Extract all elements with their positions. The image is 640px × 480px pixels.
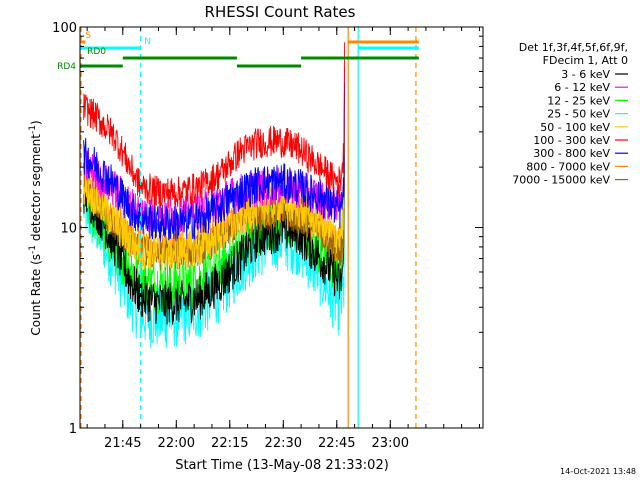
legend-header-0: Det 1f,3f,4f,5f,6f,9f, (519, 41, 628, 54)
series-line-4 (83, 102, 346, 271)
x-tick-label-4: 22:45 (318, 436, 355, 451)
timestamp: 14-Oct-2021 13:48 (560, 467, 636, 476)
legend-entry-label-8: 7000 - 15000 keV (512, 174, 610, 187)
chart-title: RHESSI Count Rates (205, 3, 356, 21)
legend-entry-label-2: 12 - 25 keV (547, 94, 610, 107)
flag-label-0: S (85, 31, 91, 41)
legend: Det 1f,3f,4f,5f,6f,9f,FDecim 1, Att 03 -… (512, 41, 628, 187)
series-line-6 (83, 83, 346, 242)
series-line-0 (83, 149, 346, 325)
legend-entry-label-5: 100 - 300 keV (533, 134, 610, 147)
x-tick-label-1: 22:00 (158, 436, 195, 451)
flag-label-1: N (144, 37, 151, 47)
legend-entry-label-6: 300 - 800 keV (533, 147, 610, 160)
legend-entry-label-1: 6 - 12 keV (554, 81, 610, 94)
legend-entry-label-0: 3 - 6 keV (561, 68, 610, 81)
legend-entry-label-4: 50 - 100 keV (540, 121, 610, 134)
legend-header-1: FDecim 1, Att 0 (543, 54, 628, 67)
legend-entry-label-3: 25 - 50 keV (547, 108, 610, 121)
flag-label-3: RD4 (57, 62, 76, 72)
flag-label-2: RD0 (87, 47, 106, 57)
x-tick-label-5: 23:00 (372, 436, 409, 451)
x-tick-label-2: 22:15 (211, 436, 248, 451)
x-tick-label-0: 21:45 (104, 436, 141, 451)
y-tick-label-1: 10 (60, 222, 77, 237)
y-tick-label-2: 100 (52, 21, 77, 36)
x-tick-label-3: 22:30 (265, 436, 302, 451)
legend-entry-label-7: 800 - 7000 keV (526, 160, 610, 173)
series-line-5 (83, 42, 346, 209)
y-axis-label: Count Rate (s-1 detector segment-1) (28, 120, 43, 335)
x-axis-label: Start Time (13-May-08 21:33:02) (175, 458, 389, 473)
y-tick-label-0: 1 (69, 422, 77, 437)
